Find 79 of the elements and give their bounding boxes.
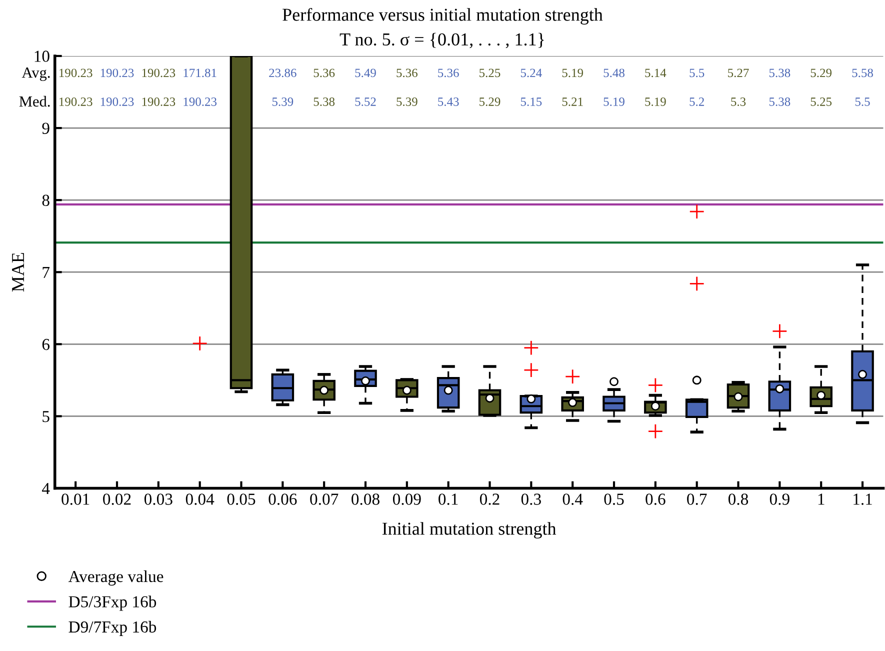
legend-label: D5/3Fxp 16b <box>68 596 156 611</box>
point <box>858 370 868 379</box>
annotation: 5.38 <box>769 98 790 106</box>
x-tick-label: 0.9 <box>770 494 790 505</box>
x-tick-label: 0.04 <box>186 494 214 505</box>
y-axis-title: MAE <box>12 252 24 292</box>
annotation: 5.29 <box>480 98 500 106</box>
annotation: 190.23 <box>59 68 92 78</box>
x-tick-label: 0.4 <box>562 494 583 505</box>
x-tick-label: 0.09 <box>392 494 421 505</box>
annotation: 5.39 <box>396 98 418 106</box>
annotation: 5.38 <box>314 98 335 106</box>
annotation: 5.52 <box>355 98 376 106</box>
text: Avg. <box>22 68 50 81</box>
annotation: 5.21 <box>562 98 583 106</box>
annotation: 190.23 <box>142 98 176 106</box>
annotation: 5.5 <box>855 98 870 106</box>
point <box>692 376 702 385</box>
annotation: 171.81 <box>184 68 216 78</box>
annotation: 5.25 <box>480 68 500 78</box>
x-tick-label: 0.3 <box>521 494 541 505</box>
x-tick-label: 0.08 <box>352 494 380 505</box>
x-tick-label: 0.1 <box>438 494 458 505</box>
y-tick-label: 4 <box>42 483 50 494</box>
x-tick-label: 0.5 <box>604 494 624 505</box>
annotation: 5.43 <box>438 98 459 106</box>
annotation: 5.2 <box>690 98 704 106</box>
annotation: 5.49 <box>355 68 376 78</box>
annotation: 5.38 <box>769 68 790 78</box>
annotation: 5.48 <box>604 68 624 78</box>
annotation: 5.39 <box>272 98 294 106</box>
annotation: 5.36 <box>314 68 335 78</box>
x-tick-label: 0.05 <box>227 494 256 505</box>
annotation: 5.58 <box>852 68 873 78</box>
annotation: 5.15 <box>520 98 542 106</box>
chart-title: Performance versus initial mutation strength <box>282 8 603 25</box>
annotation: 190.23 <box>142 68 176 78</box>
annotation: 5.36 <box>396 68 418 78</box>
x-tick-label: 1 <box>818 494 824 505</box>
x-tick-label: 0.2 <box>480 494 500 505</box>
point <box>610 377 619 386</box>
annotation: 190.23 <box>100 68 134 78</box>
annotation: 5.36 <box>438 68 459 78</box>
annotation: 5.19 <box>604 98 624 106</box>
x-tick-label: 0.01 <box>62 494 90 505</box>
annotation: 5.19 <box>645 98 666 106</box>
annotation: 5.29 <box>810 68 832 78</box>
annotation: 5.27 <box>728 68 749 78</box>
chart-subtitle: T no. 5. σ = {0.01, . . . , 1.1} <box>340 32 544 48</box>
point <box>526 394 536 404</box>
x-tick-label: 0.02 <box>103 494 131 505</box>
annotation: 190.23 <box>184 98 217 106</box>
annotation: 5.3 <box>731 98 746 106</box>
annotation: 190.23 <box>100 98 134 106</box>
y-tick-label: 9 <box>42 122 50 134</box>
annotation: 23.86 <box>269 68 296 78</box>
annotation: 5.14 <box>645 68 666 78</box>
y-tick-label: 10 <box>34 50 50 62</box>
annotation: 5.25 <box>810 98 832 106</box>
x-tick-label: 0.8 <box>728 494 748 505</box>
legend-label: Average value <box>68 570 164 586</box>
annotation: 5.5 <box>690 68 704 78</box>
x-tick-label: 0.7 <box>687 494 707 505</box>
y-tick-label: 5 <box>42 411 50 422</box>
y-tick-label: 8 <box>42 194 50 206</box>
x-tick-label: 0.03 <box>144 494 172 505</box>
x-tick-label: 0.07 <box>310 494 338 505</box>
text: Med. <box>19 96 50 107</box>
x-tick-label: 1.1 <box>854 494 872 505</box>
annotation: 5.19 <box>562 68 584 78</box>
y-tick-label: 6 <box>42 338 50 350</box>
annotation: 5.24 <box>520 68 542 78</box>
x-tick-label: 0.6 <box>646 494 666 505</box>
legend-label: D9/7Fxp 16b <box>68 620 156 636</box>
annotation: 190.23 <box>59 98 92 106</box>
y-tick-label: 7 <box>42 266 50 278</box>
point <box>775 384 784 394</box>
x-axis-title: Initial mutation strength <box>382 522 556 539</box>
x-tick-label: 0.06 <box>268 494 297 505</box>
